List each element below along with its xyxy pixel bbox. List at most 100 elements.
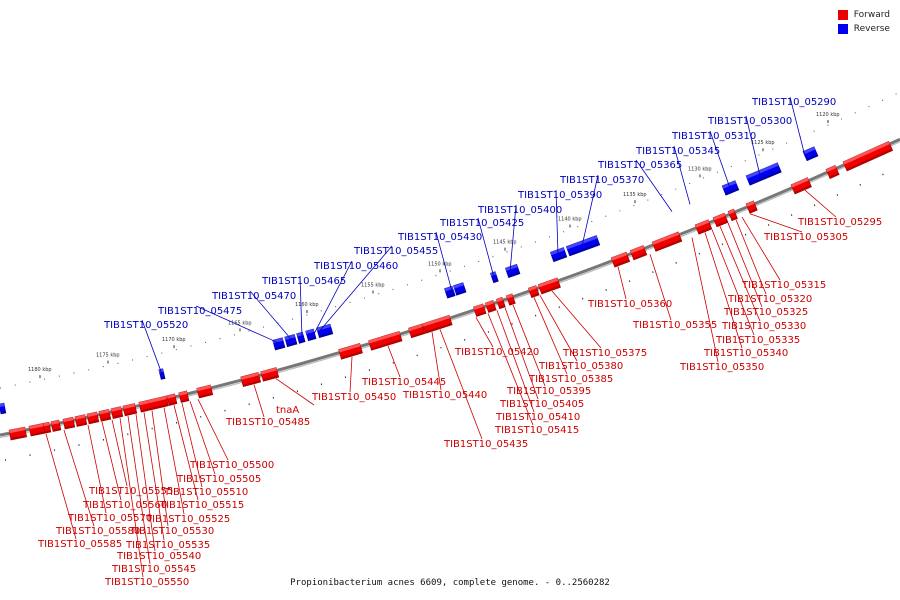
forward-gene-32-highlight: [50, 420, 60, 425]
reverse-gene-label-7: TIB1ST10_05400: [477, 205, 562, 216]
forward-gene-3-shade: [749, 208, 758, 214]
kbp-tick-label: 1125 kbp: [751, 140, 775, 146]
forward-gene-label-16-leader: [496, 310, 535, 413]
kbp-tick-label: 1155 kbp: [361, 283, 385, 289]
forward-gene-label-9-leader: [649, 254, 672, 321]
forward-gene-label-36: TIB1ST10_05560: [82, 500, 167, 511]
forward-gene-24-shade: [168, 401, 177, 406]
forward-gene-label-7-leader: [704, 232, 743, 349]
reverse-gene-label-9-leader: [435, 231, 453, 292]
forward-gene-7-highlight: [652, 231, 680, 245]
forward-gene-11-shade: [530, 293, 540, 298]
forward-gene-11-highlight: [528, 285, 537, 291]
forward-gene-21: [240, 372, 262, 388]
forward-gene-20-shade: [262, 375, 279, 382]
reverse-gene-label-0: TIB1ST10_05290: [751, 97, 836, 108]
forward-gene-label-12: TIB1ST10_05380: [538, 361, 623, 372]
kbp-tick-label: 1150 kbp: [428, 261, 452, 267]
kbp-tick-label: 1135 kbp: [623, 192, 647, 198]
forward-gene-35-shade: [10, 434, 27, 440]
kbp-tick-label: 1145 kbp: [493, 240, 517, 246]
forward-gene-19-highlight: [338, 343, 361, 353]
reverse-gene-9-highlight: [316, 324, 331, 331]
forward-gene-34-highlight: [29, 423, 44, 430]
reverse-gene-2: [721, 180, 740, 196]
forward-gene-label-16: TIB1ST10_05410: [495, 412, 580, 423]
reverse-gene-label-5-leader: [581, 174, 599, 247]
forward-gene-label-23-leader: [275, 378, 315, 406]
forward-gene-label-14-leader: [512, 304, 546, 387]
forward-gene-8: [629, 245, 648, 261]
legend-label-forward: Forward: [853, 10, 890, 20]
forward-gene-27-shade: [112, 414, 123, 419]
kbp-tick-label: 1160 kbp: [295, 302, 319, 308]
forward-gene-label-37-leader: [87, 424, 107, 514]
forward-gene-22-shade: [198, 392, 213, 399]
forward-gene-10: [537, 277, 561, 295]
forward-gene-label-26: TIB1ST10_05505: [176, 474, 261, 485]
reverse-gene-10-highlight: [305, 328, 315, 335]
forward-gene-label-37: TIB1ST10_05570: [67, 513, 152, 524]
forward-gene-label-1-leader: [749, 213, 803, 233]
forward-gene-6: [694, 219, 713, 235]
forward-gene-10-highlight: [538, 277, 559, 288]
forward-gene-1-highlight: [825, 165, 837, 173]
forward-gene-label-32: TIB1ST10_05540: [116, 551, 201, 562]
forward-gene-8-highlight: [630, 245, 645, 254]
forward-gene-label-11-leader: [551, 290, 602, 349]
forward-gene-27: [110, 406, 124, 419]
forward-gene-9-highlight: [611, 252, 628, 261]
kbp-tick-label: 1170 kbp: [162, 337, 186, 343]
forward-gene-0: [842, 140, 894, 172]
reverse-gene-7: [453, 282, 467, 296]
forward-gene-28: [98, 408, 112, 422]
forward-gene-35-highlight: [9, 427, 26, 434]
reverse-gene-11: [296, 331, 306, 344]
kbp-tick-label: 1175 kbp: [96, 353, 120, 359]
forward-gene-21-highlight: [240, 372, 259, 380]
reverse-gene-label-11-leader: [313, 260, 353, 335]
forward-gene-label-29-leader: [163, 407, 185, 515]
reverse-gene-label-1-leader: [745, 115, 761, 176]
forward-gene-label-21-leader: [387, 345, 401, 378]
forward-gene-28-highlight: [98, 409, 110, 415]
forward-gene-label-1: TIB1ST10_05305: [763, 232, 848, 243]
reverse-gene-3-shade: [569, 243, 600, 256]
reverse-gene-9: [316, 323, 334, 339]
forward-gene-29-highlight: [86, 412, 98, 418]
forward-gene-label-24: TIB1ST10_05485: [225, 417, 310, 428]
genome-caption: Propionibacterium acnes 6609, complete g…: [290, 578, 610, 588]
forward-gene-0-highlight: [842, 141, 890, 165]
forward-gene-label-9: TIB1ST10_05355: [632, 320, 717, 331]
forward-gene-label-32-leader: [135, 414, 156, 552]
reverse-gene-label-9: TIB1ST10_05430: [397, 232, 482, 243]
reverse-gene-13-highlight: [272, 337, 284, 344]
forward-gene-14-highlight: [485, 300, 494, 306]
forward-gene-7-shade: [655, 239, 682, 252]
forward-gene-label-12-leader: [539, 295, 578, 362]
forward-gene-17: [408, 323, 426, 339]
forward-gene-25: [138, 395, 169, 413]
reverse-gene-3-highlight: [566, 235, 598, 250]
forward-gene-8-shade: [633, 253, 647, 260]
forward-gene-label-10: TIB1ST10_05360: [587, 299, 672, 310]
reverse-gene-label-12: TIB1ST10_05465: [261, 276, 346, 287]
forward-gene-label-7: TIB1ST10_05340: [703, 348, 788, 359]
reverse-gene-15: [0, 402, 7, 415]
reverse-gene-13-shade: [274, 345, 285, 351]
forward-gene-14: [485, 300, 497, 313]
reverse-gene-label-7-leader: [509, 204, 517, 272]
reverse-gene-0: [802, 146, 819, 162]
forward-gene-5: [712, 212, 729, 228]
forward-gene-28-shade: [100, 417, 111, 422]
reverse-gene-label-3: TIB1ST10_05345: [635, 146, 720, 157]
reverse-gene-7-shade: [455, 290, 467, 296]
forward-gene-12-shade: [508, 301, 516, 306]
forward-gene-label-38: TIB1ST10_05580: [55, 526, 140, 537]
forward-gene-label-18-leader: [475, 317, 494, 348]
forward-gene-label-34-leader: [119, 417, 144, 578]
reverse-gene-1-highlight: [746, 162, 779, 179]
forward-gene-label-5-leader: [719, 226, 761, 322]
forward-gene-13-highlight: [496, 297, 504, 303]
reverse-gene-3: [565, 235, 601, 257]
